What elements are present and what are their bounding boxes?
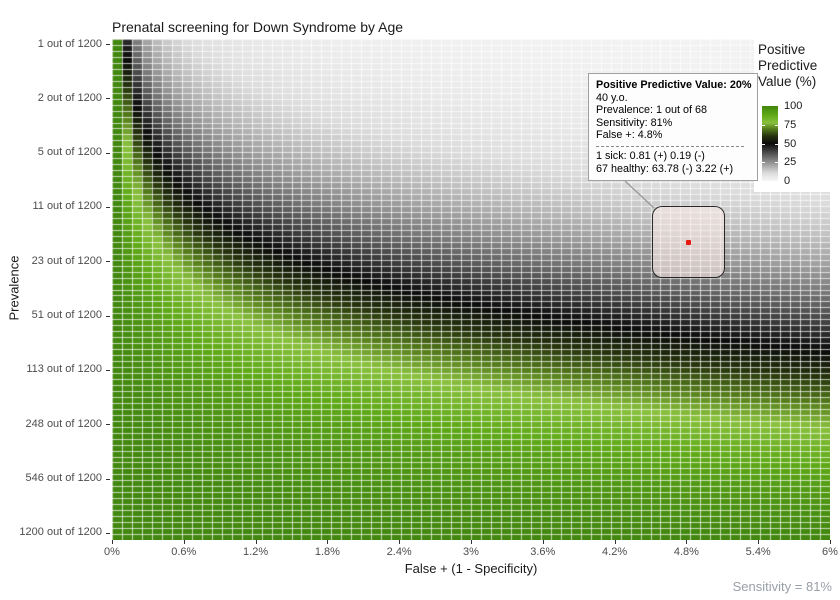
x-tick-mark [543,540,544,544]
y-tick-label: 23 out of 1200 [31,254,102,267]
legend-bar-tick [775,125,778,126]
x-tick-label: 3% [463,546,479,558]
legend-bar-tick [775,162,778,163]
y-tick-label: 1200 out of 1200 [19,526,102,539]
y-tick-mark [106,479,110,480]
x-tick-label: 1.2% [243,546,269,558]
x-tick-label: 4.8% [673,546,699,558]
x-tick-label: 0.6% [171,546,197,558]
legend-title: Positive Predictive Value (%) [758,42,817,90]
y-tick-mark [106,98,110,99]
y-tick-label: 1 out of 1200 [37,37,102,50]
x-tick-label: 3.6% [530,546,556,558]
tooltip-line-prevalence: Prevalence: 1 out of 68 [596,104,708,117]
x-tick-label: 5.4% [745,546,771,558]
tooltip-line-sensitivity: Sensitivity: 81% [596,116,673,129]
legend-tick-label: 0 [784,175,791,187]
x-tick-mark [830,540,831,544]
x-tick-mark [471,540,472,544]
highlight-point-marker [686,240,691,245]
x-tick-label: 6% [822,546,838,558]
x-tick-mark [184,540,185,544]
y-tick-mark [106,424,110,425]
tooltip-line-age: 40 y.o. [596,91,628,104]
x-tick-mark [758,540,759,544]
y-tick-label: 5 out of 1200 [37,146,102,159]
x-tick-mark [399,540,400,544]
y-tick-label: 248 out of 1200 [25,417,102,430]
x-tick-label: 2.4% [386,546,412,558]
y-tick-mark [106,533,110,534]
legend-title-line-2: Predictive [758,58,818,73]
tooltip-box: Positive Predictive Value: 20% 40 y.o. P… [588,73,758,181]
plot-title: Prenatal screening for Down Syndrome by … [112,19,404,35]
y-tick-label: 51 out of 1200 [31,309,102,322]
y-tick-label: 113 out of 1200 [26,363,102,376]
y-tick-mark [106,370,110,371]
x-tick-label: 0% [104,546,120,558]
legend-title-line-3: Value (%) [758,74,817,89]
legend-gradient-bar [762,106,778,181]
legend-bar-tick [762,162,765,163]
legend-title-line-1: Positive [758,42,806,57]
x-axis-title: False + (1 - Specificity) [404,561,538,576]
x-tick-mark [112,540,113,544]
x-tick-mark [615,540,616,544]
legend-tick-label: 25 [784,156,797,169]
y-tick-mark [106,153,110,154]
x-tick-mark [327,540,328,544]
legend-tick-label: 75 [784,118,797,131]
y-tick-label: 11 out of 1200 [32,200,102,213]
y-tick-label: 546 out of 1200 [25,472,102,485]
y-tick-mark [106,261,110,262]
y-tick-label: 2 out of 1200 [37,91,102,104]
x-tick-mark [686,540,687,544]
tooltip-title: Positive Predictive Value: 20% [596,79,752,91]
tooltip-result-healthy: 67 healthy: 63.78 (-) 3.22 (+) [596,162,734,175]
sensitivity-footnote: Sensitivity = 81% [732,579,832,594]
x-tick-label: 1.8% [314,546,340,558]
tooltip-separator [596,145,744,147]
tooltip-line-false-positive: False +: 4.8% [596,129,663,142]
y-tick-mark [106,207,110,208]
x-tick-mark [256,540,257,544]
y-tick-mark [106,316,110,317]
x-tick-label: 4.2% [602,546,628,558]
legend-bar-tick [775,144,778,145]
legend-bar-tick [762,125,765,126]
legend-tick-label: 50 [784,137,797,150]
tooltip-result-sick: 1 sick: 0.81 (+) 0.19 (-) [596,149,705,162]
legend-bar-tick [762,144,765,145]
y-tick-mark [106,44,110,45]
legend-tick-label: 100 [784,100,803,112]
